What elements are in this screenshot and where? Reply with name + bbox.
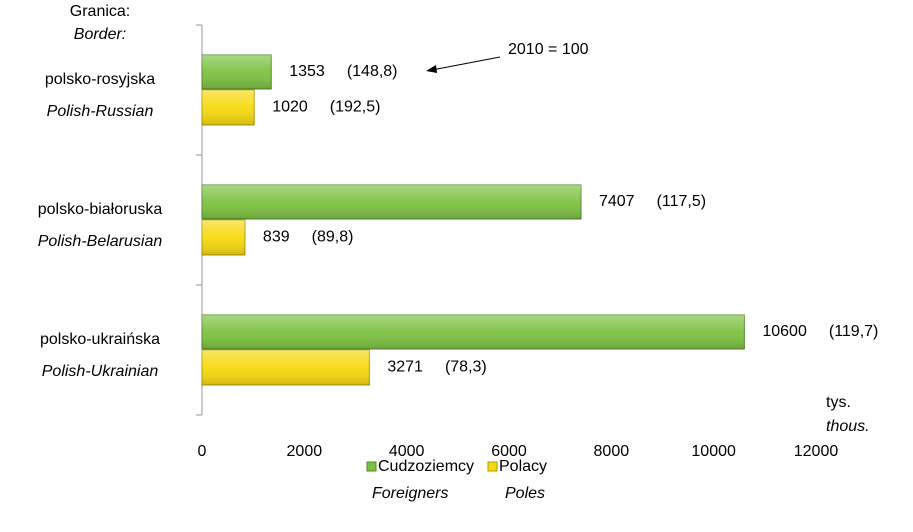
value-axis-label-en: thous. <box>826 418 870 435</box>
annotation: 2010 = 100 <box>508 41 589 58</box>
annotation-arrow <box>431 56 501 71</box>
value-label: 839 <box>263 229 290 246</box>
index-label: (192,5) <box>330 99 381 116</box>
index-label: (117,5) <box>657 193 707 210</box>
legend-label: Polacy <box>499 458 547 475</box>
x-tick-label: 12000 <box>794 443 839 460</box>
legend-swatch <box>487 461 498 472</box>
category-label: polsko-ukraińska <box>40 331 160 348</box>
legend-label-en: Poles <box>505 485 545 502</box>
index-label: (148,8) <box>347 63 398 80</box>
index-label: (119,7) <box>829 323 879 340</box>
category-axis-label-en: Border: <box>74 26 126 43</box>
value-label: 1020 <box>272 99 308 116</box>
bar-shine <box>202 315 745 349</box>
index-label: (89,8) <box>312 229 354 246</box>
arrow-head <box>426 65 437 73</box>
category-label: polsko-białoruska <box>38 201 163 218</box>
value-label: 10600 <box>762 323 807 340</box>
index-label: (78,3) <box>445 359 487 376</box>
x-tick-label: 10000 <box>691 443 736 460</box>
x-tick-label: 2000 <box>287 443 323 460</box>
category-label-en: Polish-Russian <box>47 103 154 120</box>
legend-label: Cudzoziemcy <box>378 458 474 475</box>
value-axis-label: tys. <box>826 394 851 411</box>
value-label: 7407 <box>599 193 635 210</box>
x-tick-label: 6000 <box>491 443 527 460</box>
bar-shine <box>202 350 370 385</box>
legend-swatch <box>366 461 377 472</box>
x-tick-label: 4000 <box>389 443 425 460</box>
value-label: 1353 <box>289 63 325 80</box>
bar-shine <box>202 220 245 255</box>
value-label: 3271 <box>387 359 423 376</box>
category-label-en: Polish-Belarusian <box>38 233 163 250</box>
bar-shine <box>202 55 272 89</box>
category-label: polsko-rosyjska <box>45 71 155 88</box>
category-axis-label: Granica: <box>70 3 130 20</box>
bar-shine <box>202 185 581 219</box>
legend-label-en: Foreigners <box>372 485 448 502</box>
bar-shine <box>202 90 255 125</box>
x-tick-label: 0 <box>198 443 207 460</box>
category-label-en: Polish-Ukrainian <box>42 363 159 380</box>
x-tick-label: 8000 <box>594 443 630 460</box>
